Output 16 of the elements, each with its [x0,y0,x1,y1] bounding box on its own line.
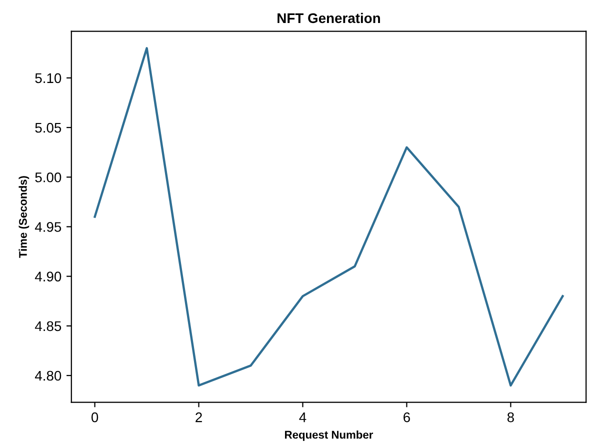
y-tick-label: 5.05 [35,122,62,133]
y-tick-label: 5.00 [35,172,62,182]
x-axis-title: Request Number [285,430,374,441]
x-tick-label: 2 [196,412,202,422]
y-tick-label: 4.95 [34,222,62,232]
x-tick-label: 8 [507,412,514,422]
x-tick-label: 6 [404,412,410,422]
y-tick-label: 4.90 [34,272,62,282]
x-tick-label: 0 [91,412,98,422]
x-tick-label: 4 [299,412,306,422]
y-tick-label: 5.10 [35,73,62,84]
line-series [94,47,564,387]
y-tick-label: 4.85 [34,321,62,332]
y-tick-label: 4.80 [34,370,62,381]
y-axis-title: Time (Seconds) [18,176,30,258]
chart-title: NFT Generation [278,12,380,24]
